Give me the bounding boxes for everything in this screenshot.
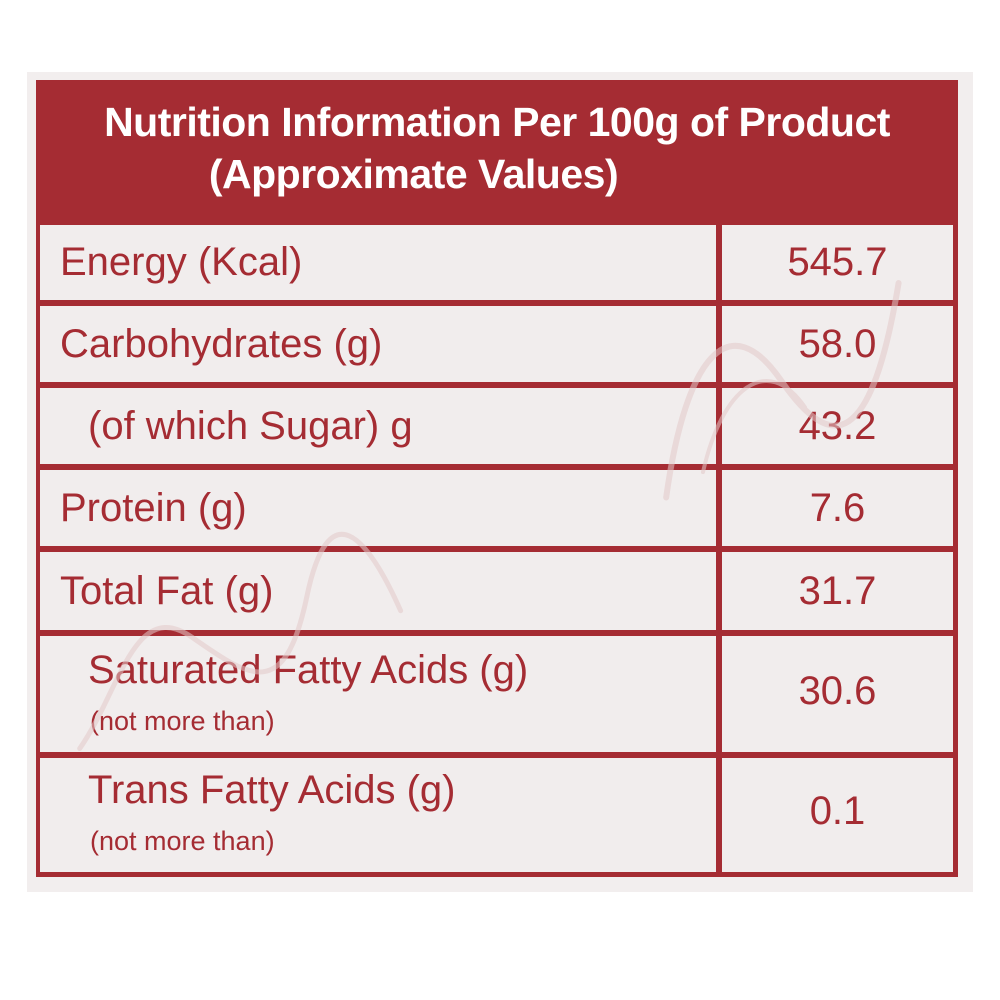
row-value-cell: 43.2 <box>722 388 953 464</box>
nutrient-value: 30.6 <box>798 669 877 713</box>
nutrient-note: (not more than) <box>90 826 275 856</box>
nutrient-name: Trans Fatty Acids (g) <box>88 768 456 812</box>
nutrient-name: Saturated Fatty Acids (g) <box>88 648 529 692</box>
row-value-cell: 58.0 <box>722 306 953 382</box>
nutrient-value: 31.7 <box>798 569 877 613</box>
row-value-cell: 545.7 <box>722 225 953 300</box>
row-name-cell: Energy (Kcal) <box>40 225 716 300</box>
nutrient-name: (of which Sugar) g <box>88 404 413 448</box>
nutrient-value: 58.0 <box>798 322 877 366</box>
nutrient-value: 43.2 <box>798 404 877 448</box>
nutrient-value: 7.6 <box>809 486 866 530</box>
row-name-cell: (of which Sugar) g <box>40 388 716 464</box>
header-subtitle: (Approximate Values) <box>208 151 619 197</box>
nutrient-name: Total Fat (g) <box>60 569 274 613</box>
row-name-cell: Carbohydrates (g) <box>40 306 716 382</box>
label-header: Nutrition Information Per 100g of Produc… <box>36 80 958 220</box>
nutrient-value: 0.1 <box>809 789 866 833</box>
row-name-cell: Saturated Fatty Acids (g) (not more than… <box>40 636 716 752</box>
row-name-cell: Total Fat (g) <box>40 552 716 630</box>
nutrient-note: (not more than) <box>90 706 275 736</box>
row-name-cell: Protein (g) <box>40 470 716 546</box>
row-value-cell: 30.6 <box>722 636 953 752</box>
row-name-cell: Trans Fatty Acids (g) (not more than) <box>40 758 716 872</box>
nutrient-name: Protein (g) <box>60 486 247 530</box>
nutrient-name: Carbohydrates (g) <box>60 322 383 366</box>
row-value-cell: 31.7 <box>722 552 953 630</box>
nutrient-value: 545.7 <box>787 240 888 284</box>
row-value-cell: 7.6 <box>722 470 953 546</box>
row-value-cell: 0.1 <box>722 758 953 872</box>
nutrient-name: Energy (Kcal) <box>60 240 303 284</box>
nutrition-label: Nutrition Information Per 100g of Produc… <box>36 80 958 877</box>
header-title: Nutrition Information Per 100g of Produc… <box>104 99 890 145</box>
